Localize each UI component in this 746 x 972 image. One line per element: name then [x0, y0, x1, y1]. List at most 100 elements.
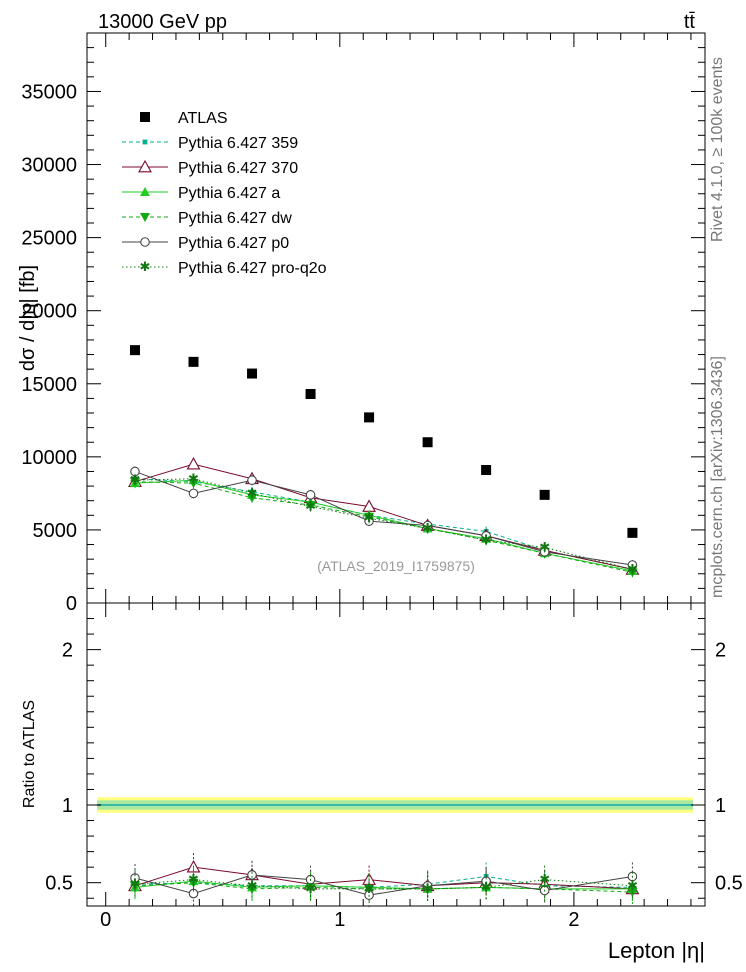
data-point	[247, 475, 257, 486]
rivet-label: Rivet 4.1.0, ≥ 100k events	[709, 57, 726, 242]
process-label: tt̄	[684, 11, 696, 33]
x-tick-label: 2	[568, 909, 579, 931]
data-point	[186, 457, 201, 470]
ratio-point: ✱	[364, 882, 375, 897]
ratio-point: ✱	[627, 879, 638, 894]
ratio-y-axis-label: Ratio to ATLAS	[21, 700, 38, 808]
ratio-series-line	[134, 875, 633, 888]
data-point	[539, 489, 550, 500]
ratio-point: ✱	[422, 882, 433, 897]
lower-y-tick-labels: 0.5 0.5 1 1 2 2	[45, 640, 743, 895]
data-point	[247, 368, 258, 379]
series-line	[134, 478, 633, 570]
legend-entry: Pythia 6.427 359	[122, 135, 298, 152]
ratio-point: ✱	[247, 879, 258, 894]
ratio-y-tick-label: 1	[62, 795, 73, 817]
legend-label: Pythia 6.427 359	[178, 135, 298, 152]
legend-marker: ✱	[140, 260, 151, 275]
legend-marker	[138, 159, 152, 173]
data-point: ✱	[364, 511, 375, 526]
data-point: ✱	[247, 486, 258, 501]
analysis-watermark: (ATLAS_2019_I1759875)	[317, 558, 475, 574]
ratio-point	[422, 880, 433, 891]
x-axis-label: Lepton |η|	[608, 938, 705, 963]
ratio-series-group: ✱ ✱ ✱ ✱ ✱ ✱ ✱ ✱ ✱	[128, 853, 640, 910]
legend-label: ATLAS	[178, 110, 228, 127]
data-point: ✱	[627, 562, 638, 577]
data-point	[188, 356, 199, 367]
data-point	[627, 527, 638, 538]
data-point	[305, 389, 316, 399]
mcplots-label: mcplots.cern.ch [arXiv:1306.3436]	[709, 356, 726, 598]
ratio-point: ✱	[188, 873, 199, 888]
legend-label: Pythia 6.427 p0	[178, 235, 289, 252]
ratio-point	[247, 870, 257, 880]
ratio-series-pythia-6-427-359	[132, 862, 635, 902]
legend-marker	[142, 139, 148, 145]
legend-entry: Pythia 6.427 370	[122, 159, 298, 177]
legend-label: Pythia 6.427 a	[178, 185, 280, 202]
y-tick-label: 25000	[21, 228, 77, 250]
ratio-y-tick-label-right: 1	[715, 795, 726, 817]
legend-entry: Pythia 6.427 dw	[122, 210, 292, 227]
data-point: ✱	[422, 521, 433, 536]
ratio-point: ✱	[305, 882, 316, 897]
upper-series-group: ✱ ✱ ✱ ✱ ✱ ✱ ✱ ✱ ✱	[128, 345, 640, 578]
ratio-point: ✱	[130, 877, 141, 892]
ratio-y-tick-label-right: 2	[715, 640, 726, 662]
data-point: ✱	[539, 540, 550, 555]
legend-entry: ✱ Pythia 6.427 pro-q2o	[122, 260, 327, 277]
legend-marker	[140, 112, 150, 122]
ratio-y-tick-label: 0.5	[45, 873, 73, 895]
series-line	[134, 481, 633, 573]
data-point: ✱	[481, 533, 492, 548]
y-tick-label: 0	[66, 593, 77, 615]
upper-y-tick-labels: 0 5000 10000 15000 20000 25000 30000 35000	[21, 81, 77, 615]
ratio-series-pythia-6-427-370	[128, 853, 640, 903]
ratio-series-pythia-6-427-pro-q2o: ✱ ✱ ✱ ✱ ✱ ✱ ✱ ✱ ✱	[130, 865, 638, 903]
ratio-point: ✱	[539, 873, 550, 888]
legend: ATLAS Pythia 6.427 359 Pythia 6.427 370 Pyt…	[122, 110, 327, 277]
y-tick-label: 30000	[21, 155, 77, 177]
y-tick-label: 5000	[33, 520, 78, 542]
data-point	[422, 437, 433, 448]
legend-entry: Pythia 6.427 p0	[122, 235, 289, 252]
legend-label: Pythia 6.427 pro-q2o	[178, 260, 327, 277]
series-atlas	[129, 345, 638, 538]
y-tick-label: 20000	[21, 301, 77, 323]
y-tick-label: 35000	[21, 81, 77, 103]
legend-marker	[140, 187, 150, 196]
legend-label: Pythia 6.427 dw	[178, 210, 292, 227]
legend-marker	[140, 237, 150, 247]
x-tick-labels: 0 1 2	[100, 909, 579, 931]
y-tick-label: 10000	[21, 447, 77, 469]
data-point: ✱	[305, 500, 316, 515]
ratio-reference-band	[97, 797, 693, 813]
legend-marker	[140, 213, 150, 222]
legend-label: Pythia 6.427 370	[178, 160, 298, 177]
data-point	[129, 345, 140, 356]
ratio-y-tick-label: 2	[62, 640, 73, 662]
ratio-point: ✱	[481, 880, 492, 895]
lower-axis-ticks	[87, 603, 705, 906]
legend-entry: Pythia 6.427 a	[122, 185, 280, 202]
ratio-point	[188, 888, 199, 899]
data-point	[364, 412, 375, 423]
series-pythia-6-427-pro-q2o: ✱ ✱ ✱ ✱ ✱ ✱ ✱ ✱ ✱	[130, 472, 638, 578]
data-point	[188, 488, 199, 499]
data-point: ✱	[188, 472, 199, 487]
ratio-series-line	[134, 866, 633, 890]
legend-entry: ATLAS	[140, 110, 228, 127]
x-tick-label: 0	[100, 909, 111, 931]
y-tick-label: 15000	[21, 374, 77, 396]
ratio-plot-frame	[86, 602, 706, 907]
data-point: ✱	[130, 473, 141, 488]
data-point	[305, 490, 316, 500]
chart-title: 13000 GeV pp	[98, 11, 227, 33]
ratio-y-tick-label-right: 0.5	[715, 873, 743, 895]
upper-y-axis-label: dσ / d|η| [fb]	[17, 265, 39, 371]
upper-axis-ticks	[87, 32, 705, 604]
x-tick-label: 1	[334, 909, 345, 931]
data-point	[481, 465, 492, 475]
